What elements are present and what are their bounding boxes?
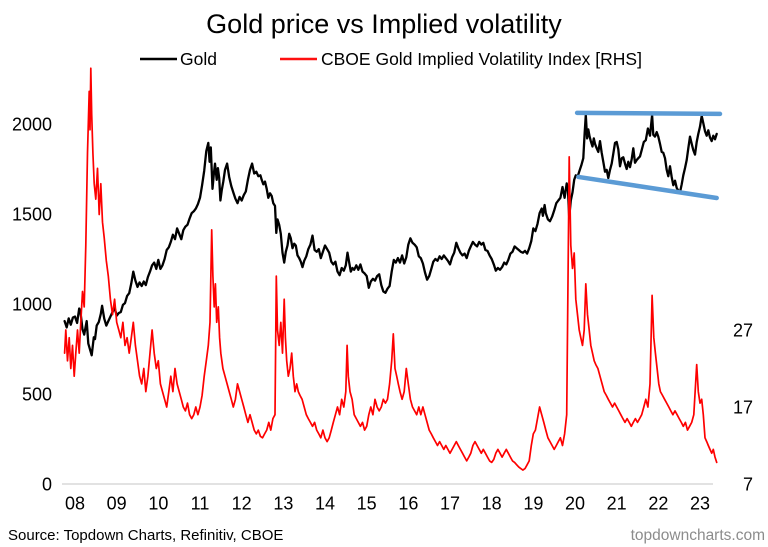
x-axis-tick-label: 16	[398, 493, 418, 513]
right-axis-tick-labels: 7 17 27	[733, 320, 753, 494]
left-axis-tick-label: 1500	[12, 204, 52, 224]
x-axis-tick-label: 09	[107, 493, 127, 513]
gold-price-series-line	[63, 113, 718, 357]
x-axis-tick-label: 21	[607, 493, 627, 513]
x-axis-tick-label: 10	[148, 493, 168, 513]
x-axis-tick-label: 15	[357, 493, 377, 513]
x-axis-tick-label: 11	[191, 493, 210, 513]
left-axis-tick-label: 2000	[12, 114, 52, 134]
left-axis-tick-labels: 0 500 1000 1500 2000	[12, 114, 52, 494]
x-axis-tick-labels: 08 09 10 11 12 13 14 15 16 17 18 19 20 21 22 23	[65, 493, 710, 513]
legend-gold-label: Gold	[180, 49, 217, 69]
implied-volatility-series-line	[63, 67, 718, 471]
x-axis-tick-label: 18	[482, 493, 502, 513]
left-axis-tick-label: 1000	[12, 294, 52, 314]
right-axis-tick-label: 17	[733, 397, 753, 417]
left-axis-tick-label: 500	[22, 384, 52, 404]
x-axis-tick-label: 17	[440, 493, 460, 513]
left-axis-tick-label: 0	[42, 474, 52, 494]
source-note: Source: Topdown Charts, Refinitiv, CBOE	[8, 527, 283, 544]
x-axis-tick-label: 19	[523, 493, 543, 513]
lower-support-trendline	[576, 174, 719, 201]
right-axis-tick-label: 7	[743, 474, 753, 494]
watermark: topdowncharts.com	[631, 527, 765, 544]
x-axis-tick-label: 12	[232, 493, 252, 513]
legend-volatility-label: CBOE Gold Implied Volatility Index [RHS]	[321, 49, 642, 69]
chart-title: Gold price vs Implied volatility	[206, 9, 562, 39]
x-axis-tick-label: 22	[648, 493, 668, 513]
legend: Gold CBOE Gold Implied Volatility Index …	[140, 49, 642, 69]
x-axis-tick-label: 23	[690, 493, 710, 513]
x-axis-tick-label: 08	[65, 493, 85, 513]
x-axis-tick-label: 20	[565, 493, 585, 513]
x-axis-tick-label: 13	[273, 493, 293, 513]
upper-resistance-trendline	[574, 110, 723, 117]
x-axis-tick-label: 14	[315, 493, 335, 513]
right-axis-tick-label: 27	[733, 320, 753, 340]
